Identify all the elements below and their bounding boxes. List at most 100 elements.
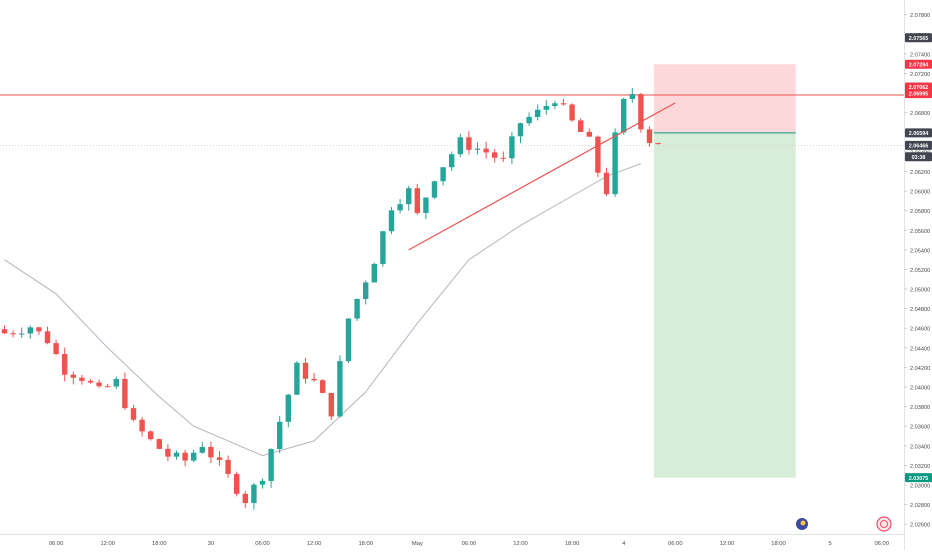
trendline-group[interactable] — [408, 102, 676, 251]
take-profit-zone[interactable] — [653, 132, 796, 478]
y-tick-label: 2.04000 — [910, 386, 930, 392]
candle-body — [535, 109, 541, 117]
x-tick-label: 18:00 — [771, 541, 786, 547]
time-axis[interactable]: 06:00 12:00 18:00 30 06:00 12:00 18:00 May 06:00… — [49, 541, 889, 547]
candle-body — [122, 378, 128, 409]
candle-body — [268, 448, 274, 482]
candle-body — [492, 152, 498, 158]
candle-body — [603, 172, 610, 195]
price-badge — [905, 473, 932, 483]
candle-body — [302, 362, 309, 379]
y-tick-label: 2.06800 — [910, 111, 930, 117]
candle-body — [483, 148, 489, 153]
candle-body — [406, 188, 412, 205]
price-badge-label: 2.07294 — [909, 62, 929, 68]
candle-body — [646, 129, 653, 144]
y-tick-label: 2.05200 — [910, 268, 930, 274]
candle-body — [36, 327, 42, 332]
calendar-event-icon-dot — [800, 520, 806, 526]
candle-body — [216, 457, 223, 460]
candlesticks — [1, 87, 661, 510]
price-badge — [905, 33, 932, 43]
x-tick-label: May — [412, 541, 423, 547]
x-tick-label: 12:00 — [307, 541, 322, 547]
candle-body — [388, 210, 395, 232]
x-tick-label: 30 — [208, 541, 214, 547]
candle-body — [629, 94, 635, 99]
stop-loss-zone[interactable] — [653, 64, 796, 133]
news-event-icon-inner — [880, 520, 888, 528]
x-tick-label: 06:00 — [255, 541, 270, 547]
candle-body — [363, 282, 369, 299]
candle-body — [251, 484, 257, 504]
candle-body — [552, 103, 558, 106]
candle-body — [509, 136, 515, 159]
x-tick-label: 12:00 — [720, 541, 735, 547]
x-tick-label: 18:00 — [565, 541, 580, 547]
candle-body — [517, 123, 524, 137]
event-icon-news[interactable] — [876, 516, 892, 532]
candle-body — [225, 459, 231, 474]
candle-body — [578, 120, 584, 132]
candle-body — [414, 188, 420, 214]
candle-body — [457, 137, 463, 155]
candle-body — [27, 327, 33, 334]
price-badge-label: 2.07565 — [909, 36, 929, 42]
candle-body — [139, 419, 145, 432]
candle-body — [1, 329, 8, 334]
candle-body — [285, 394, 291, 422]
candle-body — [380, 231, 386, 264]
price-badge-label: 03:38 — [912, 155, 926, 161]
candle-body — [569, 104, 575, 121]
candle-body — [19, 333, 25, 335]
candle-body — [70, 374, 76, 378]
position-zones[interactable] — [653, 64, 796, 478]
candle-body — [638, 94, 644, 130]
candle-body — [173, 452, 180, 457]
candle-body — [53, 343, 59, 354]
candle-body — [328, 392, 334, 417]
y-tick-label: 2.05600 — [910, 229, 930, 235]
y-tick-label: 2.06200 — [910, 170, 930, 176]
moving-average — [4, 163, 642, 457]
candle-body — [62, 353, 68, 375]
trendline[interactable] — [408, 102, 676, 251]
y-tick-label: 2.05400 — [910, 248, 930, 254]
candle-body — [277, 421, 283, 449]
y-tick-label: 2.02600 — [910, 523, 930, 529]
candle-body — [371, 263, 377, 283]
x-tick-label: 06:00 — [49, 541, 64, 547]
candle-body — [148, 431, 154, 440]
candle-body — [440, 167, 446, 182]
x-tick-label: 5 — [828, 541, 831, 547]
candle-body — [96, 382, 102, 387]
event-icon-calendar[interactable] — [796, 518, 808, 530]
y-tick-label: 2.07400 — [910, 52, 930, 58]
y-tick-label: 2.03200 — [910, 464, 930, 470]
candle-body — [259, 481, 266, 485]
x-tick-label: 06:00 — [462, 541, 477, 547]
candle-body — [234, 473, 240, 494]
candle-body — [242, 493, 248, 504]
candle-body — [345, 318, 352, 362]
news-event-icon[interactable] — [876, 516, 892, 532]
candle-body — [354, 298, 360, 319]
y-tick-label: 2.03600 — [910, 425, 930, 431]
candle-body — [526, 116, 532, 124]
candle-body — [79, 377, 85, 381]
candle-body — [294, 362, 300, 395]
candle-body — [595, 136, 601, 173]
price-badge-label: 2.06995 — [909, 92, 929, 98]
candle-body — [182, 452, 188, 461]
price-badge — [905, 128, 932, 138]
horizontal-lines[interactable] — [0, 94, 904, 146]
candle-body — [113, 378, 119, 387]
y-tick-label: 2.04600 — [910, 327, 930, 333]
y-tick-label: 2.03800 — [910, 405, 930, 411]
candle-body — [337, 361, 343, 417]
x-tick-label: 06:00 — [668, 541, 683, 547]
candle-body — [586, 131, 592, 137]
x-tick-label: 12:00 — [513, 541, 528, 547]
